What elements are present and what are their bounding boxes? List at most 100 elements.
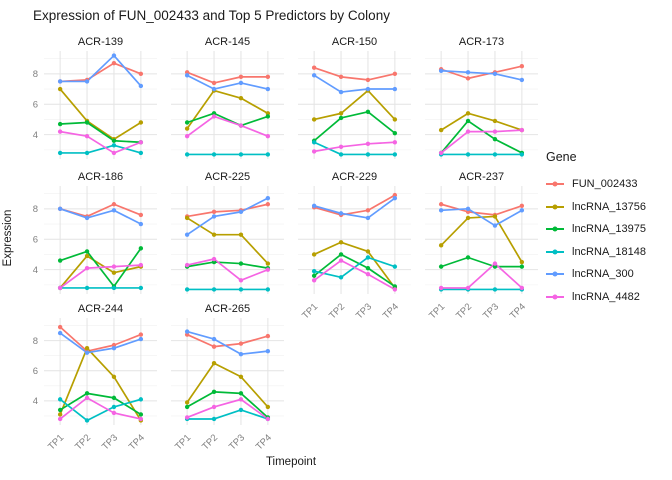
data-point <box>465 285 471 291</box>
series-line <box>186 112 269 127</box>
data-point <box>184 152 190 157</box>
x-tick-label: TP3 <box>481 301 501 321</box>
data-point <box>365 141 371 146</box>
legend-label: FUN_002433 <box>572 178 638 191</box>
data-point <box>438 285 444 291</box>
legend-entry: lncRNA_13756 <box>546 196 646 219</box>
series-line <box>440 207 523 227</box>
series-line <box>186 71 269 84</box>
data-point <box>392 284 398 289</box>
data-point <box>138 71 144 77</box>
data-point <box>111 345 117 351</box>
x-tick-label: TP2 <box>200 432 220 452</box>
legend-key-icon <box>546 271 564 277</box>
data-point <box>184 120 190 125</box>
data-point <box>211 214 217 219</box>
legend-label: lncRNA_13975 <box>572 223 646 236</box>
data-point <box>519 152 525 157</box>
data-point <box>57 86 63 92</box>
facet-title: ACR-237 <box>459 171 504 183</box>
data-point <box>238 407 244 413</box>
series-line <box>59 130 142 154</box>
data-point <box>111 404 117 410</box>
series-line <box>186 261 269 269</box>
data-point <box>311 252 317 257</box>
series-line <box>59 54 142 87</box>
series-line <box>440 203 523 216</box>
data-point <box>111 374 117 379</box>
x-tick-label: TP3 <box>227 432 247 452</box>
data-point <box>338 74 344 80</box>
data-point <box>465 111 471 116</box>
data-point <box>492 137 498 142</box>
data-point <box>465 76 471 81</box>
data-point <box>492 223 498 228</box>
data-point <box>238 123 244 128</box>
data-point <box>111 208 117 213</box>
y-tick-label: 4 <box>33 130 38 141</box>
data-point <box>57 416 63 422</box>
series-line <box>440 256 523 268</box>
data-point <box>211 111 217 116</box>
data-point <box>138 336 144 342</box>
data-point <box>57 324 63 330</box>
data-point <box>392 130 398 136</box>
data-point <box>238 397 244 402</box>
data-point <box>184 329 190 334</box>
legend-label: lncRNA_18148 <box>572 245 646 258</box>
data-point <box>492 129 498 134</box>
series-line <box>186 398 269 420</box>
data-point <box>265 195 271 201</box>
y-tick-label: 8 <box>33 69 38 80</box>
series-line <box>313 74 396 93</box>
series-line <box>186 89 269 130</box>
data-point <box>465 129 471 134</box>
series-line <box>59 347 142 422</box>
data-point <box>84 249 90 254</box>
series-line <box>313 110 396 142</box>
facet-title: ACR-244 <box>78 303 123 315</box>
data-point <box>338 89 344 95</box>
data-point <box>138 212 144 218</box>
data-point <box>392 287 398 292</box>
legend-label: lncRNA_300 <box>572 268 634 281</box>
series-line <box>313 259 396 291</box>
x-tick-label: TP3 <box>354 301 374 321</box>
data-point <box>392 264 398 269</box>
data-point <box>265 74 271 80</box>
legend-entry: lncRNA_4482 <box>546 286 646 309</box>
data-point <box>365 265 371 271</box>
series-line <box>186 362 269 408</box>
data-point <box>211 404 217 410</box>
series-line <box>440 120 523 154</box>
data-point <box>392 152 398 157</box>
legend-key-icon <box>546 294 564 300</box>
data-point <box>211 416 217 422</box>
data-point <box>492 118 498 124</box>
data-point <box>519 127 525 133</box>
facet-panel <box>425 186 538 294</box>
data-point <box>338 211 344 216</box>
data-point <box>311 278 317 283</box>
data-point <box>438 150 444 156</box>
series-line <box>59 398 142 422</box>
legend-label: lncRNA_4482 <box>572 290 640 303</box>
facet-title: ACR-150 <box>332 36 377 48</box>
facet-title: ACR-139 <box>78 36 123 48</box>
data-point <box>311 149 317 154</box>
series-line <box>313 141 396 153</box>
data-point <box>311 73 317 78</box>
data-point <box>138 332 144 337</box>
series-line <box>440 262 523 289</box>
data-point <box>311 65 317 70</box>
y-tick-label: 6 <box>33 234 38 245</box>
data-point <box>338 252 344 257</box>
data-point <box>84 418 90 423</box>
data-point <box>438 264 444 269</box>
data-point <box>265 202 271 207</box>
series-line <box>440 112 523 131</box>
data-point <box>519 203 525 208</box>
data-point <box>111 410 117 416</box>
